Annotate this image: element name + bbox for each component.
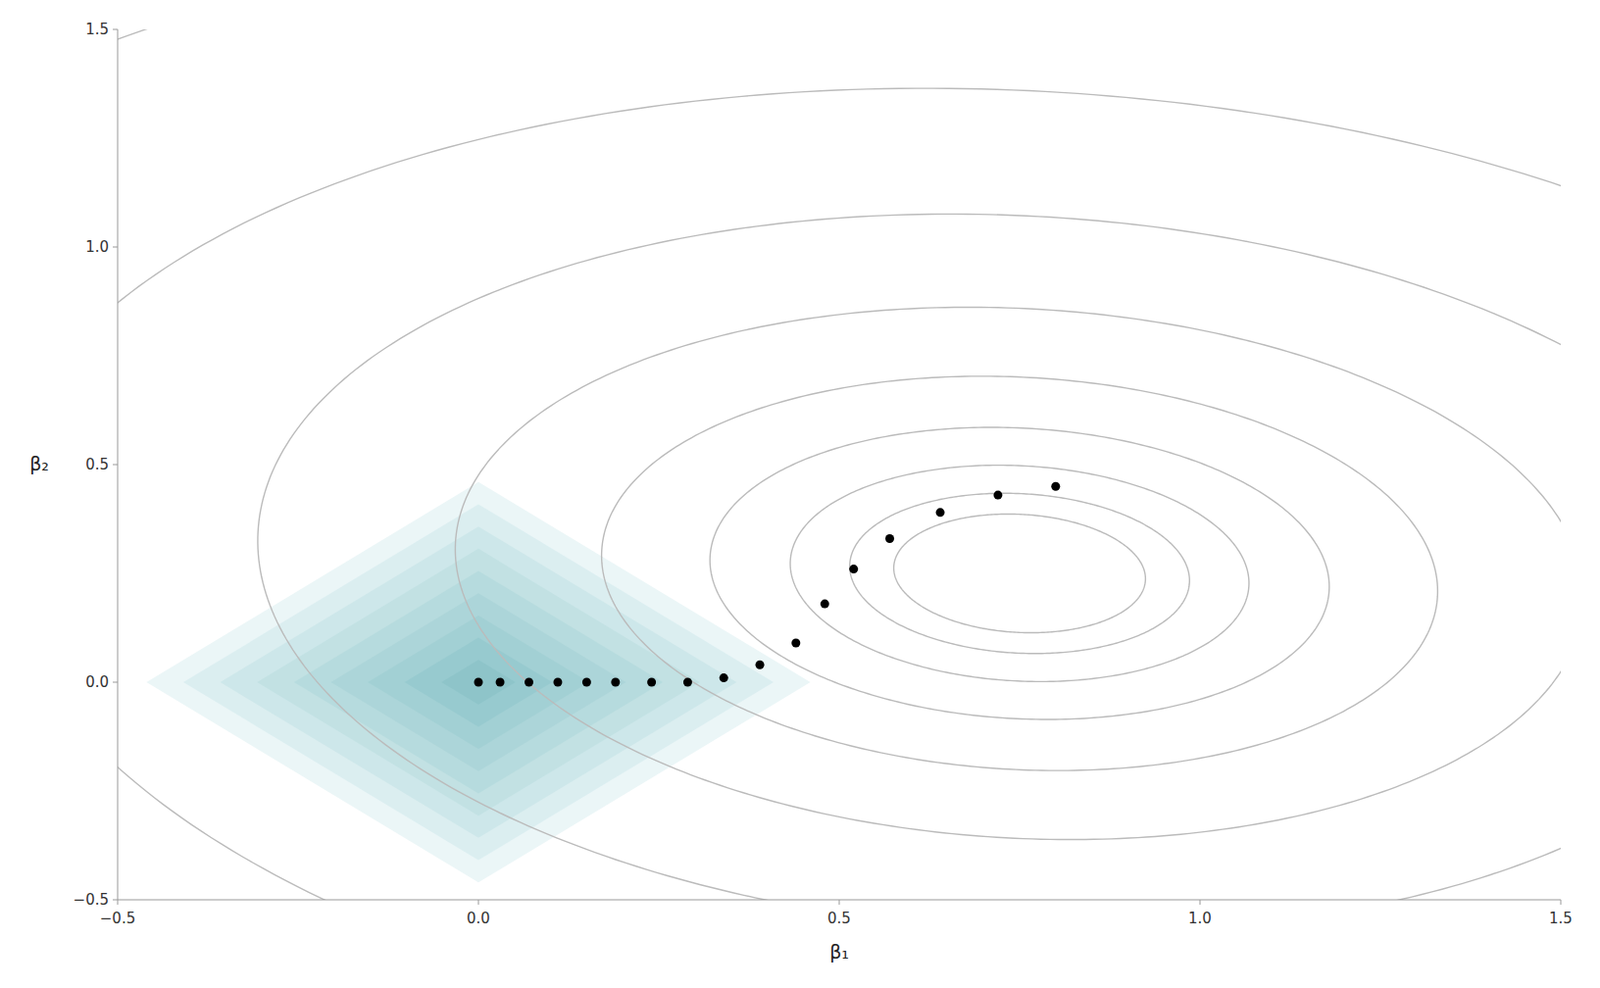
criterion-ellipse [117, 29, 1561, 900]
criterion-ellipse [257, 213, 1561, 900]
penalty-diamond [146, 482, 810, 883]
criterion-ellipse [601, 376, 1439, 771]
criterion-ellipse [117, 29, 1561, 900]
criterion-ellipse [117, 88, 1561, 900]
solution-point [1050, 482, 1060, 492]
penalty-diamond [294, 571, 663, 795]
y-tick-label: 0.0 [85, 673, 109, 692]
criterion-ellipse [894, 513, 1147, 633]
y-tick-label: 1.0 [85, 238, 109, 256]
solution-point [496, 678, 505, 688]
penalty-diamond [331, 593, 627, 772]
x-tick-label: 1.5 [1549, 909, 1573, 928]
x-tick [1560, 900, 1562, 905]
criterion-ellipse [850, 493, 1191, 654]
solution-point [936, 507, 946, 517]
criterion-ellipse [117, 29, 1561, 900]
y-tick [112, 247, 118, 249]
y-axis-label: β₂ [29, 452, 50, 475]
solution-point [552, 678, 562, 688]
solution-point [719, 673, 729, 683]
solution-point [885, 534, 895, 544]
y-tick-label: 1.5 [85, 20, 109, 39]
criterion-ellipse [709, 427, 1330, 720]
x-tick [839, 900, 841, 905]
solution-point [647, 678, 656, 688]
x-tick [117, 900, 119, 905]
criterion-ellipse [117, 29, 1561, 900]
solution-point [849, 564, 858, 574]
plot-area [117, 29, 1561, 900]
penalty-diamond [441, 659, 515, 704]
penalty-diamond [404, 638, 552, 728]
criterion-ellipse [117, 29, 1561, 900]
criterion-ellipse [790, 465, 1250, 683]
y-tick-label: 0.5 [85, 455, 109, 474]
solution-point [755, 660, 765, 670]
x-axis-label: β₁ [829, 941, 850, 963]
penalty-diamond [256, 549, 700, 816]
solution-point [582, 678, 592, 688]
x-tick-label: 0.5 [827, 909, 851, 928]
y-tick [112, 464, 118, 466]
solution-point [993, 491, 1002, 500]
y-tick [112, 682, 118, 684]
x-tick-label: 1.0 [1188, 909, 1212, 928]
x-tick-label: −0.5 [100, 909, 136, 928]
solution-point [474, 678, 484, 688]
solution-point [610, 678, 620, 688]
criterion-ellipse [454, 306, 1561, 840]
criterion-ellipse [117, 29, 1561, 900]
solution-point [683, 678, 693, 688]
x-tick [478, 900, 480, 905]
solution-point [524, 678, 534, 688]
x-tick [1200, 900, 1201, 905]
y-tick [112, 900, 118, 901]
solution-point [791, 639, 800, 649]
y-tick-label: −0.5 [73, 891, 109, 909]
y-tick [112, 29, 118, 31]
penalty-diamond [183, 503, 774, 860]
x-tick-label: 0.0 [466, 909, 491, 928]
chart: −0.5 0.0 0.5 1.0 1.5 −0.5 0.0 0.5 1.0 1.5 β₁ β₂ [0, 0, 1600, 988]
solution-point [820, 600, 830, 609]
penalty-diamond [220, 526, 738, 839]
penalty-diamond [367, 615, 590, 750]
